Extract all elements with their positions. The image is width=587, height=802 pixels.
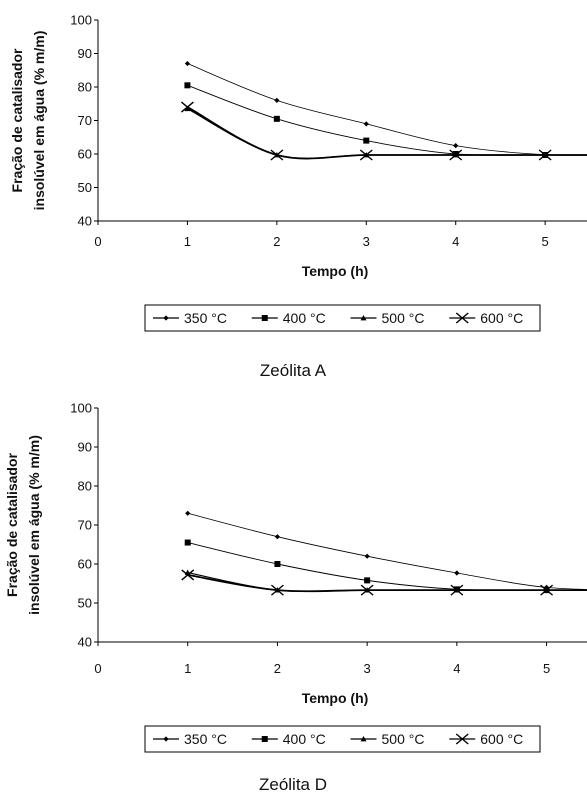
- chart-caption: Zeólita D: [259, 775, 327, 794]
- y-tick-label: 80: [78, 80, 92, 95]
- x-tick-label: 1: [184, 234, 191, 249]
- plot-area: [180, 60, 587, 161]
- data-point-square: [273, 115, 280, 122]
- legend-label: 350 °C: [184, 310, 227, 326]
- x-tick-label: 3: [364, 661, 371, 676]
- data-point-x: [449, 149, 463, 161]
- data-point-diamond: [274, 97, 280, 103]
- legend-marker-square: [261, 315, 268, 321]
- data-point-x: [270, 149, 284, 161]
- data-point-diamond: [184, 60, 191, 67]
- x-tick-label: 4: [452, 234, 459, 249]
- y-tick-label: 50: [78, 180, 92, 195]
- x-tick-label: 1: [184, 661, 191, 676]
- series-line-x: [187, 106, 587, 160]
- data-point-diamond: [363, 121, 369, 127]
- series-line-x: [187, 574, 587, 593]
- x-axis-title: Tempo (h): [302, 263, 369, 279]
- y-tick-label: 60: [78, 557, 92, 572]
- data-point-square: [274, 561, 281, 567]
- x-tick-label: 5: [542, 234, 549, 249]
- legend-label: 350 °C: [184, 731, 227, 747]
- y-axis-title: insolúvel em água (% m/m): [31, 31, 47, 211]
- data-point-x: [181, 569, 195, 581]
- data-point-square: [364, 577, 371, 584]
- legend-marker-x: [455, 733, 469, 745]
- y-axis-title: Fração de catalisador: [4, 452, 20, 597]
- series-line-triangle: [187, 108, 587, 160]
- data-point-x: [180, 101, 194, 113]
- legend-marker-diamond: [163, 736, 169, 742]
- series-line-diamond: [187, 63, 587, 156]
- data-point-diamond: [364, 553, 370, 559]
- x-tick-label: 3: [363, 234, 370, 249]
- y-tick-label: 70: [78, 113, 92, 128]
- series-line-square: [187, 84, 587, 156]
- chart-zeolita-d: 40506070809010001234567Tempo (h)Fração d…: [4, 401, 587, 794]
- x-axis-title: Tempo (h): [302, 690, 369, 706]
- x-tick-label: 2: [273, 234, 280, 249]
- y-axis-title: insolúvel em água (% m/m): [26, 435, 42, 615]
- y-tick-label: 100: [70, 13, 92, 28]
- y-tick-label: 70: [78, 518, 92, 533]
- data-point-x: [270, 584, 284, 596]
- x-tick-label: 5: [543, 661, 550, 676]
- y-tick-label: 80: [78, 479, 92, 494]
- y-tick-label: 60: [78, 147, 92, 162]
- legend-marker-diamond: [163, 315, 169, 321]
- legend: 350 °C 400 °C 500 °C 600 °C: [144, 304, 541, 332]
- data-point-square: [184, 539, 191, 546]
- legend-label: 500 °C: [382, 310, 425, 326]
- legend: 350 °C 400 °C 500 °C 600 °C: [144, 725, 541, 753]
- y-tick-label: 90: [78, 440, 92, 455]
- legend-marker-x: [455, 312, 469, 324]
- data-point-square: [363, 137, 370, 144]
- data-point-square: [184, 82, 191, 89]
- legend-label: 500 °C: [382, 731, 425, 747]
- data-point-diamond: [185, 510, 191, 516]
- series-line-square: [187, 542, 587, 591]
- x-tick-label: 2: [274, 661, 281, 676]
- y-tick-label: 40: [78, 214, 92, 229]
- series-line-triangle: [187, 571, 587, 593]
- y-tick-label: 50: [78, 596, 92, 611]
- data-point-x: [450, 584, 464, 596]
- y-tick-label: 90: [78, 46, 92, 61]
- chart-caption: Zeólita A: [260, 361, 327, 380]
- data-point-triangle: [184, 105, 191, 112]
- legend-marker-triangle: [360, 315, 367, 321]
- legend-marker-triangle: [360, 736, 367, 742]
- data-point-diamond: [454, 570, 460, 576]
- data-point-x: [359, 149, 373, 161]
- legend-label: 600 °C: [480, 310, 523, 326]
- x-tick-label: 4: [453, 661, 460, 676]
- y-tick-label: 100: [70, 401, 92, 416]
- data-point-diamond: [453, 143, 459, 149]
- data-point-x: [538, 149, 552, 161]
- legend-label: 400 °C: [283, 731, 326, 747]
- plot-area: [181, 510, 587, 596]
- y-axis-title: Fração de catalisador: [9, 48, 25, 193]
- data-point-x: [360, 584, 374, 596]
- legend-label: 400 °C: [283, 310, 326, 326]
- x-tick-label: 0: [94, 661, 101, 676]
- data-point-x: [540, 584, 554, 596]
- chart-zeolita-a: 40506070809010001234567Tempo (h)Fração d…: [9, 13, 587, 380]
- x-tick-label: 0: [94, 234, 101, 249]
- y-tick-label: 40: [78, 635, 92, 650]
- data-point-diamond: [274, 534, 281, 540]
- legend-marker-square: [261, 736, 268, 742]
- series-line-diamond: [187, 512, 587, 590]
- legend-label: 600 °C: [480, 731, 523, 747]
